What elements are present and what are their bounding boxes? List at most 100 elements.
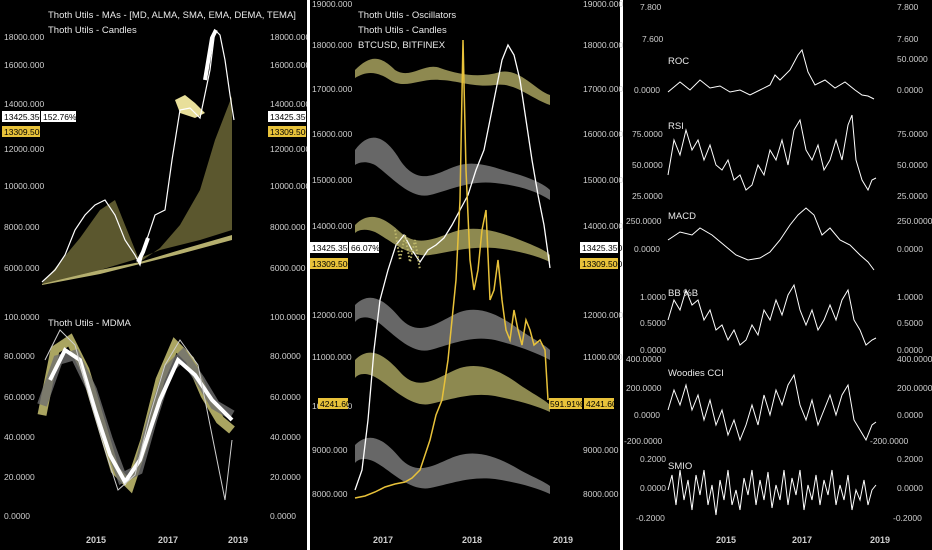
roc-title: ROC (668, 56, 689, 67)
tick: 8000.000 (312, 489, 348, 499)
p2-right-ticks: 19000.000 18000.000 17000.000 16000.000 … (583, 0, 623, 499)
tick: 80.0000 (270, 351, 301, 361)
xtick: 2019 (228, 535, 248, 545)
p1-title-mas: Thoth Utils - MAs - [MD, ALMA, SMA, EMA,… (48, 10, 296, 21)
cci-title: Woodies CCI (668, 368, 724, 379)
p1-top-left-ticks: 18000.000 16000.000 14000.000 12000.000 … (4, 32, 44, 273)
tick: -0.2000 (636, 513, 665, 523)
tick: 11000.000 (583, 352, 623, 362)
tick: 17000.000 (312, 84, 352, 94)
p1-bottom-right-ticks: 100.0000 80.0000 60.0000 40.0000 20.0000… (270, 312, 306, 521)
tick: 14000.000 (583, 221, 623, 231)
tick: 18000.000 (583, 40, 623, 50)
tick: 200.0000 (897, 383, 932, 393)
tick: 1.0000 (897, 292, 923, 302)
p1-xticks: 2015 2017 2019 (86, 535, 248, 545)
tick: 50.0000 (897, 54, 928, 64)
tick: 0.5000 (897, 318, 923, 328)
price-tag: 13425.350 (312, 243, 352, 253)
xtick: 2018 (462, 535, 482, 545)
xtick: 2019 (870, 535, 890, 545)
tick: 40.0000 (4, 432, 35, 442)
separator-2 (620, 0, 623, 550)
tick: 400.0000 (897, 354, 932, 364)
price-tag: 13425.350 (4, 112, 44, 122)
tick: 8000.000 (583, 489, 619, 499)
tick: 0.0000 (897, 85, 923, 95)
tick: 75.0000 (897, 129, 928, 139)
tick: 9000.000 (583, 445, 619, 455)
tick: 18000.000 (270, 32, 310, 42)
tick: 0.2000 (640, 454, 666, 464)
tick: 7.600 (897, 34, 919, 44)
p1-candle-band-2 (203, 29, 218, 81)
tick: 12000.000 (583, 310, 623, 320)
tick: 0.0000 (897, 244, 923, 254)
p2-title-candles: Thoth Utils - Candles (358, 25, 447, 36)
p2-left-ticks: 19000.000 18000.000 17000.000 16000.000 … (312, 0, 352, 499)
tick: 0.0000 (270, 511, 296, 521)
tick: 19000.000 (312, 0, 352, 9)
tick: 25.0000 (632, 191, 663, 201)
price-tag-right: 13425.350 (582, 243, 622, 253)
tick: 12000.000 (270, 144, 310, 154)
tick: 0.0000 (634, 244, 660, 254)
xtick: 2017 (158, 535, 178, 545)
p1-top-right-ticks: 18000.000 16000.000 14000.000 12000.000 … (270, 32, 310, 273)
tick: 6000.000 (4, 263, 40, 273)
p2-yellow-line (354, 39, 549, 499)
tick: 14000.000 (4, 99, 44, 109)
tick: 25.0000 (897, 191, 928, 201)
osc-tag-left: 4241.60 (320, 399, 351, 409)
tick: 400.0000 (626, 354, 662, 364)
roc-line (667, 48, 875, 100)
tick: -200.0000 (624, 436, 663, 446)
tick: 1.0000 (640, 292, 666, 302)
tick: 15000.000 (312, 175, 352, 185)
tick: 7.800 (640, 2, 662, 12)
close-tag: 13309.500 (312, 259, 352, 269)
tick: 50.0000 (897, 160, 928, 170)
xtick: 2015 (716, 535, 736, 545)
tick: 50.0000 (632, 160, 663, 170)
tick: 10000.000 (4, 181, 44, 191)
rsi-line (667, 114, 877, 192)
p1-candle-band (136, 237, 150, 263)
tick: 12000.000 (312, 310, 352, 320)
bb-line (667, 283, 877, 346)
tick: 12000.000 (4, 144, 44, 154)
tick: 10000.000 (270, 181, 310, 191)
tick: 0.0000 (640, 483, 666, 493)
tick: -200.0000 (870, 436, 909, 446)
tick: 8000.000 (4, 222, 40, 232)
tick: 16000.000 (4, 60, 44, 70)
tick: 14000.000 (312, 221, 352, 231)
tick: 0.0000 (897, 483, 923, 493)
p1-ma-ribbons (42, 95, 232, 285)
tick: 0.0000 (897, 345, 923, 355)
tick: 0.0000 (634, 410, 660, 420)
tick: 250.0000 (897, 216, 932, 226)
tick: 19000.000 (583, 0, 623, 9)
p3-xticks: 2015 2017 2019 (716, 535, 890, 545)
tick: 60.0000 (270, 392, 301, 402)
xtick: 2019 (553, 535, 573, 545)
tick: 0.2000 (897, 454, 923, 464)
tick: 0.0000 (640, 345, 666, 355)
pct-tag: 152.76% (43, 112, 77, 122)
tick: 80.0000 (4, 351, 35, 361)
tick: 16000.000 (270, 60, 310, 70)
smio-line (667, 469, 877, 516)
pct-tag: 66.07% (351, 243, 380, 253)
tick: 200.0000 (626, 383, 662, 393)
tick: 18000.000 (312, 40, 352, 50)
tick: 0.0000 (897, 410, 923, 420)
osc-tag-right: 4241.60 (586, 399, 617, 409)
p1-title-candles: Thoth Utils - Candles (48, 25, 137, 36)
tick: 20.0000 (4, 472, 35, 482)
close-tag-right: 13309.500 (582, 259, 622, 269)
p2-title-symbol: BTCUSD, BITFINEX (358, 40, 446, 51)
tick: 7.800 (897, 2, 919, 12)
cci-line (667, 373, 877, 442)
